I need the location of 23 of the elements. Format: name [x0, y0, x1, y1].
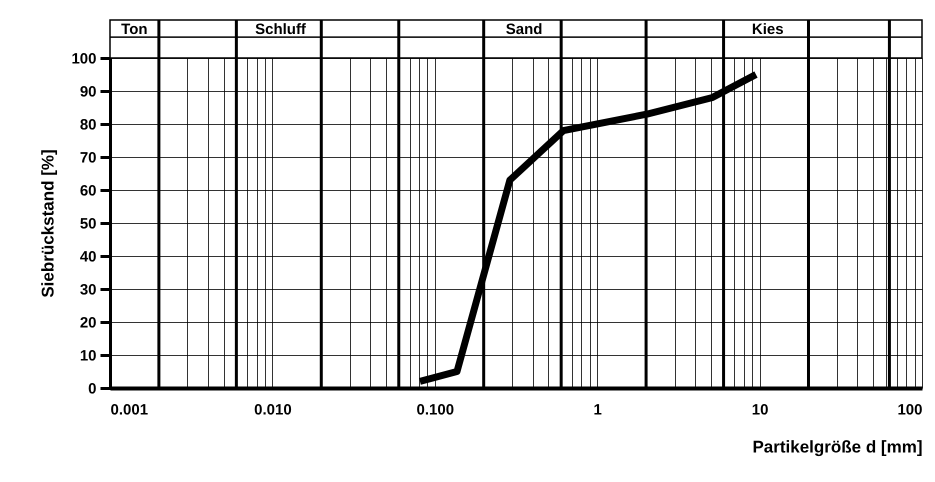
y-tick-label: 50: [80, 216, 96, 232]
text: Kies: [752, 21, 784, 38]
x-axis-title: Partikelgröße d [mm]: [752, 438, 922, 456]
y-tick-label: 100: [71, 50, 96, 68]
y-tick-label: 90: [80, 84, 96, 100]
x-tick-label: 0.100: [416, 402, 454, 418]
x-tick-label: 1: [594, 402, 602, 418]
y-tick-label: 10: [80, 348, 96, 364]
x-tick-label: 100: [897, 402, 922, 418]
y-axis-title: Siebrückstand [%]: [38, 149, 58, 298]
text: Schluff: [255, 21, 307, 38]
x-tick-label: 0.010: [254, 402, 292, 418]
y-tick-label: 40: [80, 248, 96, 266]
y-tick-label: 80: [80, 116, 96, 134]
y-tick-label: 20: [80, 314, 96, 332]
y-tick-label: 70: [80, 150, 96, 166]
text: Ton: [121, 21, 148, 38]
text: Sand: [506, 21, 542, 38]
x-tick-label: 10: [752, 402, 768, 418]
y-tick-label: 60: [80, 182, 96, 200]
y-tick-label: 0: [88, 380, 96, 398]
x-tick-label: 0.001: [110, 402, 148, 418]
y-tick-label: 30: [80, 282, 96, 298]
